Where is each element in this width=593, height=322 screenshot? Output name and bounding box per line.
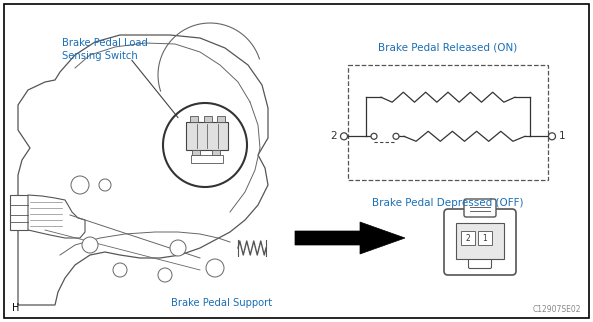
Bar	[478, 231, 492, 245]
Bar	[192, 150, 200, 155]
Bar	[348, 65, 548, 180]
Bar	[217, 116, 225, 122]
Text: 1: 1	[483, 233, 487, 242]
Bar	[461, 231, 475, 245]
Circle shape	[99, 179, 111, 191]
Bar	[204, 116, 212, 122]
Circle shape	[170, 240, 186, 256]
Text: Brake Pedal Depressed (OFF): Brake Pedal Depressed (OFF)	[372, 198, 524, 208]
Circle shape	[158, 268, 172, 282]
Circle shape	[393, 133, 399, 139]
Polygon shape	[18, 35, 268, 305]
Circle shape	[71, 176, 89, 194]
Polygon shape	[295, 222, 405, 254]
Text: 2: 2	[331, 131, 337, 141]
Circle shape	[113, 263, 127, 277]
Bar	[190, 116, 198, 122]
Circle shape	[82, 237, 98, 253]
Text: Brake Pedal Support: Brake Pedal Support	[171, 298, 273, 308]
Bar	[456, 223, 504, 259]
FancyBboxPatch shape	[464, 199, 496, 217]
Text: H: H	[12, 303, 20, 313]
Circle shape	[371, 133, 377, 139]
Bar	[10, 195, 28, 230]
Polygon shape	[28, 195, 85, 238]
Text: Brake Pedal Load
Sensing Switch: Brake Pedal Load Sensing Switch	[62, 38, 148, 61]
Circle shape	[206, 259, 224, 277]
Circle shape	[340, 133, 347, 140]
FancyBboxPatch shape	[444, 209, 516, 275]
Bar	[186, 122, 228, 150]
Text: 2: 2	[466, 233, 470, 242]
Text: Brake Pedal Released (ON): Brake Pedal Released (ON)	[378, 42, 518, 52]
Text: 1: 1	[559, 131, 565, 141]
FancyBboxPatch shape	[468, 258, 492, 269]
Circle shape	[549, 133, 556, 140]
Text: C12907SE02: C12907SE02	[533, 305, 581, 314]
Bar	[212, 150, 220, 155]
Bar	[191, 155, 223, 163]
